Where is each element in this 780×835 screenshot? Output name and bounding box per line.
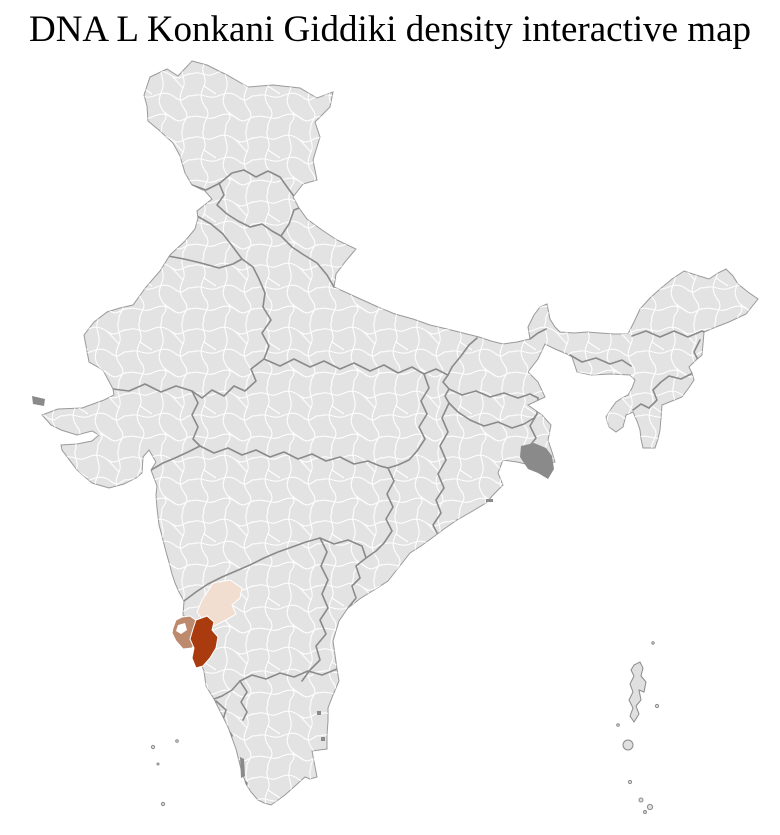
kutch-creek [32,396,45,406]
water-delta-features [32,396,554,778]
coast-feature-1 [317,711,321,715]
highlight-district-medium-inner-gap [176,623,187,634]
sundarbans-delta [520,443,554,479]
page-title: DNA L Konkani Giddiki density interactiv… [28,9,752,50]
andaman-nicobar-islands [616,641,660,814]
kerala-backwaters [240,757,245,778]
highlight-district-high-density[interactable] [189,615,219,669]
india-mainland[interactable] [30,55,770,815]
coast-feature-2 [321,737,325,741]
coast-feature-3 [486,499,493,502]
highlighted-districts[interactable] [171,579,243,669]
highlight-district-low-density[interactable] [196,579,243,627]
lakshadweep-islands [150,739,179,807]
